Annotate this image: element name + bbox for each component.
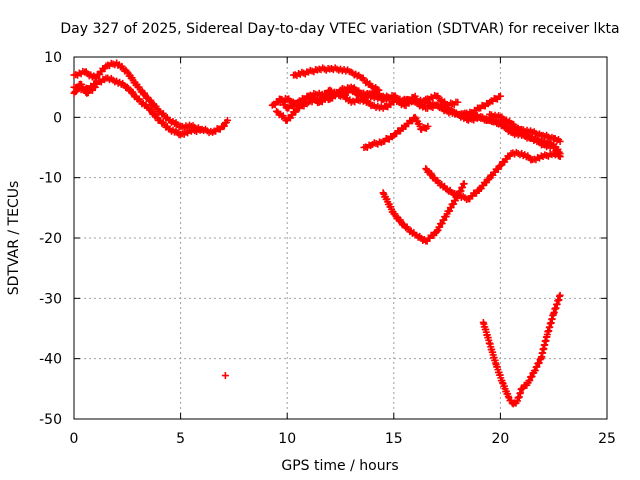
data-point-fill <box>523 381 531 389</box>
series-s11 <box>422 92 462 109</box>
x-axis-label: GPS time / hours <box>281 458 398 474</box>
data-point-fill <box>527 127 535 135</box>
x-tick-label: 20 <box>491 431 509 447</box>
data-point-fill <box>512 399 520 407</box>
x-tick-label: 5 <box>176 431 185 447</box>
x-tick-label: 10 <box>278 431 296 447</box>
data-point-fill <box>222 118 230 126</box>
data-point-fill <box>485 339 493 347</box>
data-point-fill <box>543 333 551 341</box>
data-point-fill <box>72 87 80 95</box>
data-point-fill <box>548 133 556 141</box>
y-tick-label: -30 <box>39 291 62 307</box>
data-point <box>221 372 229 380</box>
data-point-fill <box>504 392 512 400</box>
y-axis-label: SDTVAR / TECUs <box>6 181 22 296</box>
data-point-fill <box>556 292 564 300</box>
y-tick-label: -50 <box>39 412 62 428</box>
series-s4 <box>221 372 229 380</box>
series-s15 <box>422 148 564 203</box>
data-point-fill <box>485 175 493 183</box>
series-s2 <box>70 59 206 133</box>
data-point-fill <box>335 89 343 97</box>
data-point-fill <box>525 134 533 142</box>
data-point-fill <box>492 359 500 367</box>
data-point-fill <box>442 212 450 220</box>
x-tick-label: 25 <box>598 431 616 447</box>
data-point-fill <box>101 64 109 72</box>
data-point-fill <box>452 98 460 106</box>
y-tick-label: 10 <box>44 50 62 66</box>
series-s3 <box>70 80 99 97</box>
data-point-fill <box>506 117 514 125</box>
series-s12 <box>454 92 504 120</box>
axis-ticks: 0 5 10 15 20 25 10 0 -10 -20 -30 -40 -50 <box>39 50 616 447</box>
data-point-fill <box>388 94 396 102</box>
data-point-fill <box>498 377 506 385</box>
data-point-fill <box>377 139 385 147</box>
data-point-fill <box>419 103 427 111</box>
chart-title: Day 327 of 2025, Sidereal Day-to-day VTE… <box>60 21 619 37</box>
series-s16 <box>379 180 468 245</box>
y-tick-label: 0 <box>53 110 62 126</box>
data-point-fill <box>504 118 512 126</box>
y-tick-label: -10 <box>39 171 62 187</box>
series-s14 <box>360 113 432 151</box>
data-point-fill <box>495 112 503 120</box>
x-tick-label: 0 <box>70 431 79 447</box>
data-point-fill <box>220 122 228 130</box>
y-tick-label: -20 <box>39 231 62 247</box>
data-point-fill <box>399 220 407 228</box>
data-point-fill <box>90 84 98 92</box>
data-point-fill <box>459 180 467 188</box>
data-point-fill <box>196 125 204 133</box>
data-point-fill <box>345 68 353 76</box>
data-point-fill <box>554 136 562 144</box>
x-tick-label: 15 <box>385 431 403 447</box>
data-series <box>70 59 564 408</box>
series-s8 <box>290 64 383 94</box>
series-s17 <box>479 291 564 408</box>
data-point-fill <box>495 92 503 100</box>
data-point-fill <box>397 101 405 109</box>
data-point-fill <box>484 115 492 123</box>
y-tick-label: -40 <box>39 352 62 368</box>
data-point-fill <box>440 107 448 115</box>
data-point-fill <box>409 97 417 105</box>
data-point-fill <box>554 152 562 160</box>
data-point-fill <box>422 124 430 132</box>
data-point-fill <box>527 133 535 141</box>
